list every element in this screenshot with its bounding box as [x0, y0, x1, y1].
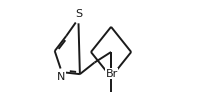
Text: Br: Br	[106, 69, 118, 79]
Text: N: N	[57, 72, 65, 82]
Text: S: S	[75, 9, 82, 19]
